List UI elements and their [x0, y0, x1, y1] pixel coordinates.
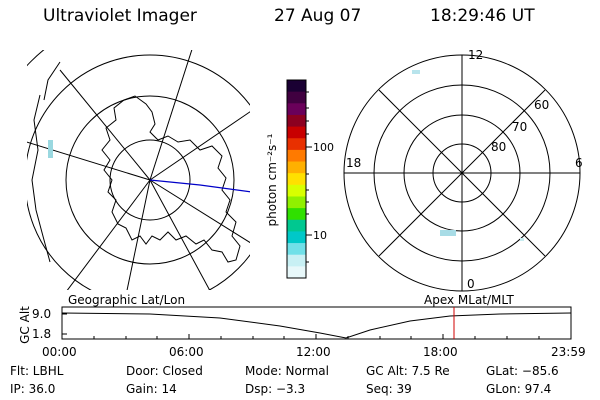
- apex-caption: Apex MLat/MLT: [424, 293, 514, 307]
- colorbar-frame: [286, 79, 307, 279]
- colorbar: [287, 80, 306, 279]
- colorbar-segment: [287, 173, 306, 186]
- strip-ylabel: GC Alt: [18, 306, 32, 344]
- antarctica-coastline: [101, 95, 241, 263]
- strip-xtick-0: 00:00: [42, 345, 77, 359]
- meridians: [27, 50, 250, 290]
- strip-xtick-2: 12:00: [296, 345, 331, 359]
- mlat-label-60: 60: [534, 98, 550, 112]
- colorbar-segment: [287, 149, 306, 163]
- mlt-spokes: [344, 55, 580, 291]
- altitude-strip: [61, 306, 572, 340]
- colorbar-segment: [287, 184, 306, 197]
- mlat-label-80: 80: [491, 140, 507, 154]
- colorbar-label-100: 100: [313, 141, 334, 154]
- colorbar-unit-label: photon cm⁻²s⁻¹: [265, 133, 279, 227]
- strip-ytick-high: 9.0: [32, 307, 52, 321]
- info-glat: GLat: −85.6: [486, 364, 559, 378]
- aurora-patch: [48, 140, 53, 158]
- info-gain: Gain: 14: [126, 382, 177, 396]
- aurora-patch-2: [440, 230, 456, 236]
- altitude-curve: [61, 312, 572, 339]
- colorbar-segment: [287, 266, 306, 279]
- aurora-patch-3: [520, 238, 524, 241]
- strip-xtick-1: 06:00: [169, 345, 204, 359]
- strip-xtick-3: 18:00: [423, 345, 458, 359]
- date-label: 27 Aug 07: [274, 6, 362, 26]
- colorbar-label-10: 10: [313, 229, 327, 242]
- aurora-patch-1: [412, 70, 420, 74]
- info-gcalt: GC Alt: 7.5 Re: [366, 364, 450, 378]
- colorbar-segment: [287, 243, 306, 256]
- strip-x-ticks: [61, 334, 572, 339]
- colorbar-segment: [287, 231, 306, 244]
- colorbar-segment: [287, 91, 306, 104]
- mlt-label-18: 18: [346, 156, 362, 170]
- spacecraft-track: [149, 179, 250, 193]
- colorbar-segment: [287, 126, 306, 139]
- mlt-polar-plot: [343, 54, 581, 292]
- colorbar-segment: [287, 219, 306, 232]
- info-dsp: Dsp: −3.3: [245, 382, 306, 396]
- colorbar-segment: [287, 196, 306, 209]
- info-glon: GLon: 97.4: [486, 382, 552, 396]
- coast-fragment-2: [43, 61, 61, 101]
- colorbar-segment: [287, 138, 306, 151]
- colorbar-segment: [287, 103, 306, 116]
- info-ip: IP: 36.0: [10, 382, 56, 396]
- colorbar-segment: [287, 80, 306, 93]
- coast-fragment: [31, 94, 51, 263]
- colorbar-minor-ticks: [306, 91, 309, 263]
- info-flt: Flt: LBHL: [10, 364, 64, 378]
- mlt-label-0: 0: [467, 277, 475, 291]
- mlt-label-6: 6: [575, 156, 583, 170]
- lat-circle-80: [109, 139, 191, 221]
- strip-xtick-4: 23:59: [551, 345, 586, 359]
- lat-circle-60: [27, 54, 250, 290]
- colorbar-segment: [287, 254, 306, 267]
- time-label: 18:29:46 UT: [430, 6, 535, 26]
- geographic-caption: Geographic Lat/Lon: [68, 293, 186, 307]
- colorbar-segment: [287, 161, 306, 174]
- mlt-label-12: 12: [468, 48, 484, 62]
- instrument-title: Ultraviolet Imager: [43, 6, 197, 26]
- info-seq: Seq: 39: [366, 382, 412, 396]
- info-mode: Mode: Normal: [245, 364, 329, 378]
- colorbar-segment: [287, 114, 306, 128]
- mlat-label-70: 70: [512, 120, 528, 134]
- strip-ytick-low: 1.8: [32, 327, 52, 341]
- geographic-map: [27, 50, 250, 290]
- info-door: Door: Closed: [126, 364, 203, 378]
- colorbar-segment: [287, 208, 306, 221]
- lat-circle-70: [65, 95, 235, 265]
